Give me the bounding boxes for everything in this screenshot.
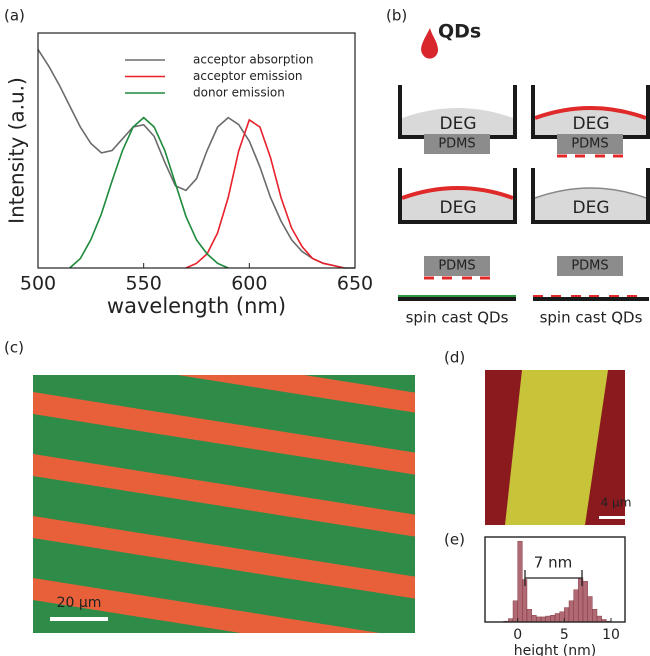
scale-bar-label: 4 µm: [601, 496, 632, 510]
histogram-bar: [569, 601, 574, 622]
histogram-bar: [574, 590, 579, 622]
x-axis-label: height (nm): [514, 643, 597, 656]
x-tick-label: 600: [231, 273, 267, 295]
histogram-bar: [597, 616, 602, 622]
histogram-bar: [536, 617, 541, 622]
histogram-bar: [592, 609, 597, 622]
panel-label: (b): [386, 7, 407, 25]
histogram-bar: [588, 597, 593, 623]
stamp-label: PDMS: [571, 137, 608, 152]
histogram-bar: [550, 615, 555, 622]
histogram-bar: [541, 617, 546, 622]
diagram: QDs DEG DEG PDMS PDMS DEG DEG PDMS PDMS: [398, 21, 649, 327]
histogram-bar: [546, 616, 551, 622]
data-line: [70, 118, 229, 268]
liquid-label: DEG: [572, 198, 609, 218]
liquid-label: DEG: [439, 114, 476, 134]
panel-label: (d): [444, 349, 465, 367]
panel-label: (c): [4, 339, 24, 357]
histogram-bar: [564, 608, 569, 622]
x-tick-label: 550: [126, 273, 162, 295]
x-tick-label: 650: [337, 273, 373, 295]
histogram-bar: [513, 601, 518, 622]
bracket: [525, 570, 582, 586]
panel-label: (e): [444, 531, 465, 549]
y-axis-label: Intensity (a.u.): [5, 77, 29, 224]
histogram-bar: [583, 581, 588, 622]
scale-bar-label: 20 µm: [57, 595, 102, 611]
substrate: [533, 297, 649, 301]
substrate-label: spin cast QDs: [540, 309, 643, 327]
histogram-bar: [555, 614, 560, 623]
legend-label: acceptor emission: [193, 69, 303, 83]
scale-bar: [50, 617, 108, 621]
afm-image: 4 µm: [485, 370, 631, 525]
x-tick-label: 5: [560, 627, 569, 643]
data-line: [186, 120, 345, 268]
liquid-label: DEG: [572, 114, 609, 134]
histogram-bar: [560, 612, 565, 622]
legend-label: donor emission: [193, 86, 285, 100]
x-axis-label: wavelength (nm): [107, 294, 286, 318]
annotation: 7 nm: [534, 554, 572, 572]
figure: (a) (b) (c) (d) (e) QDs DEG DEG PDMS PDM…: [0, 0, 650, 656]
histogram-bar: [527, 609, 532, 622]
stamp-label: PDMS: [438, 137, 475, 152]
histogram-bar: [532, 615, 537, 622]
x-tick-label: 500: [20, 273, 56, 295]
stamp-label: PDMS: [438, 259, 475, 274]
liquid-label: DEG: [439, 198, 476, 218]
plot-frame: [485, 537, 625, 622]
drop-icon: [421, 28, 438, 59]
histogram-bar: [518, 541, 523, 622]
panel-label: (a): [4, 7, 25, 25]
scale-bar: [599, 516, 629, 519]
x-tick-label: 10: [602, 627, 620, 643]
substrate: [398, 297, 516, 301]
x-tick-label: 0: [513, 627, 522, 643]
stamp-label: PDMS: [571, 259, 608, 274]
drop-label: QDs: [438, 21, 481, 43]
fluorescence-image: 20 µm: [20, 330, 430, 656]
legend-label: acceptor absorption: [193, 53, 313, 67]
substrate-label: spin cast QDs: [406, 309, 509, 327]
qd-layer: [398, 295, 516, 297]
